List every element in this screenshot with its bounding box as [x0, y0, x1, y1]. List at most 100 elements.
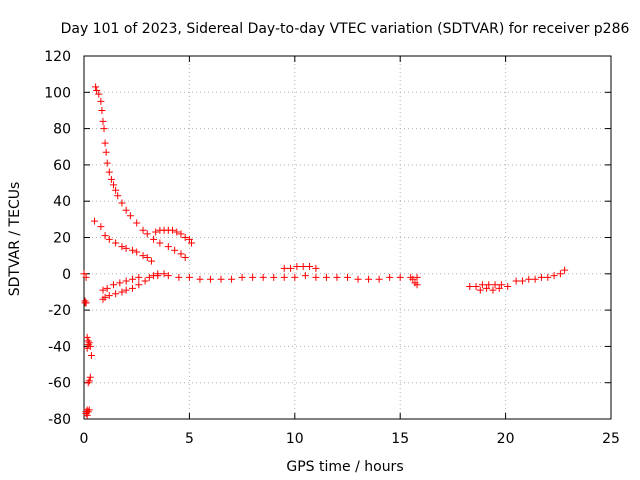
y-tick-label: 80 [53, 122, 71, 138]
data-point [85, 339, 93, 347]
x-tick-label: 5 [185, 431, 194, 447]
data-point [485, 281, 493, 289]
data-point [270, 273, 278, 281]
plot-frame [83, 55, 612, 420]
data-point [177, 230, 185, 238]
data-point [84, 341, 92, 349]
data-point [139, 252, 147, 260]
data-point [525, 275, 533, 283]
x-tick-label: 15 [391, 431, 409, 447]
y-tick-label: -60 [48, 376, 71, 392]
data-point [133, 248, 141, 256]
data-point [122, 244, 130, 252]
data-point [85, 377, 93, 385]
data-point [98, 106, 106, 114]
data-point [99, 117, 107, 125]
data-point [175, 273, 183, 281]
data-point [118, 243, 126, 251]
data-point [472, 283, 480, 291]
series-near-zero-start [80, 270, 95, 419]
data-point [164, 243, 172, 251]
data-point [173, 228, 181, 236]
data-point [135, 273, 143, 281]
data-point [556, 270, 564, 278]
data-point [101, 139, 109, 147]
data-point [122, 286, 130, 294]
data-point [147, 257, 155, 265]
y-tick-label: -80 [48, 412, 71, 428]
data-point [550, 272, 558, 280]
data-point [103, 159, 111, 167]
data-point [128, 246, 136, 254]
data-point [354, 275, 362, 283]
data-point [512, 277, 520, 285]
data-point [150, 235, 158, 243]
data-point [476, 286, 484, 294]
series-late-extra [409, 275, 503, 294]
data-point [152, 228, 160, 236]
data-point [495, 284, 503, 292]
data-point [143, 253, 151, 261]
data-point [238, 273, 246, 281]
grid [84, 56, 611, 419]
x-tick-label: 10 [286, 431, 304, 447]
data-point [312, 273, 320, 281]
data-point [128, 275, 136, 283]
data-point [99, 286, 107, 294]
data-point [188, 239, 196, 247]
data-point [518, 277, 526, 285]
series-arc-mid [91, 217, 196, 265]
data-point [100, 125, 108, 133]
data-point [491, 281, 499, 289]
series-arc-high [92, 83, 189, 261]
axis-ticks: 0 5 10 15 20 25 -80 -60 -40 -20 0 20 40 60 80 100 120 [44, 49, 620, 447]
data-point [497, 281, 505, 289]
data-point [95, 90, 103, 98]
x-tick-label: 0 [80, 431, 89, 447]
data-point [561, 266, 569, 274]
data-point [82, 273, 90, 281]
y-tick-label: -20 [48, 303, 71, 319]
data-point [87, 351, 95, 359]
data-point [280, 264, 288, 272]
data-point [386, 273, 394, 281]
data-point [112, 290, 120, 298]
data-point [375, 275, 383, 283]
data-point [107, 175, 115, 183]
data-point [102, 148, 110, 156]
data-point [259, 273, 267, 281]
data-point [206, 275, 214, 283]
data-points [80, 83, 569, 419]
data-point [228, 275, 236, 283]
data-point [544, 273, 552, 281]
data-point [91, 217, 99, 225]
data-point [537, 273, 545, 281]
data-point [83, 344, 91, 352]
data-point [105, 235, 113, 243]
data-point [396, 273, 404, 281]
series-late-arc-2 [512, 266, 569, 285]
data-point [164, 272, 172, 280]
data-point [171, 246, 179, 254]
data-point [84, 408, 92, 416]
data-point [84, 379, 92, 387]
y-tick-label: 0 [62, 267, 71, 283]
data-point [133, 219, 141, 227]
data-point [409, 275, 417, 283]
data-point [101, 232, 109, 240]
x-tick-label: 25 [602, 431, 620, 447]
data-point [81, 299, 89, 307]
data-point [143, 230, 151, 238]
data-point [312, 264, 320, 272]
data-point [531, 275, 539, 283]
data-point [97, 97, 105, 105]
data-point [478, 281, 486, 289]
data-point [101, 293, 109, 301]
data-point [110, 281, 118, 289]
chart-title: Day 101 of 2023, Sidereal Day-to-day VTE… [61, 21, 630, 37]
data-point [466, 283, 474, 291]
y-tick-label: 60 [53, 158, 71, 174]
data-point [196, 275, 204, 283]
data-point [122, 206, 130, 214]
data-point [156, 239, 164, 247]
